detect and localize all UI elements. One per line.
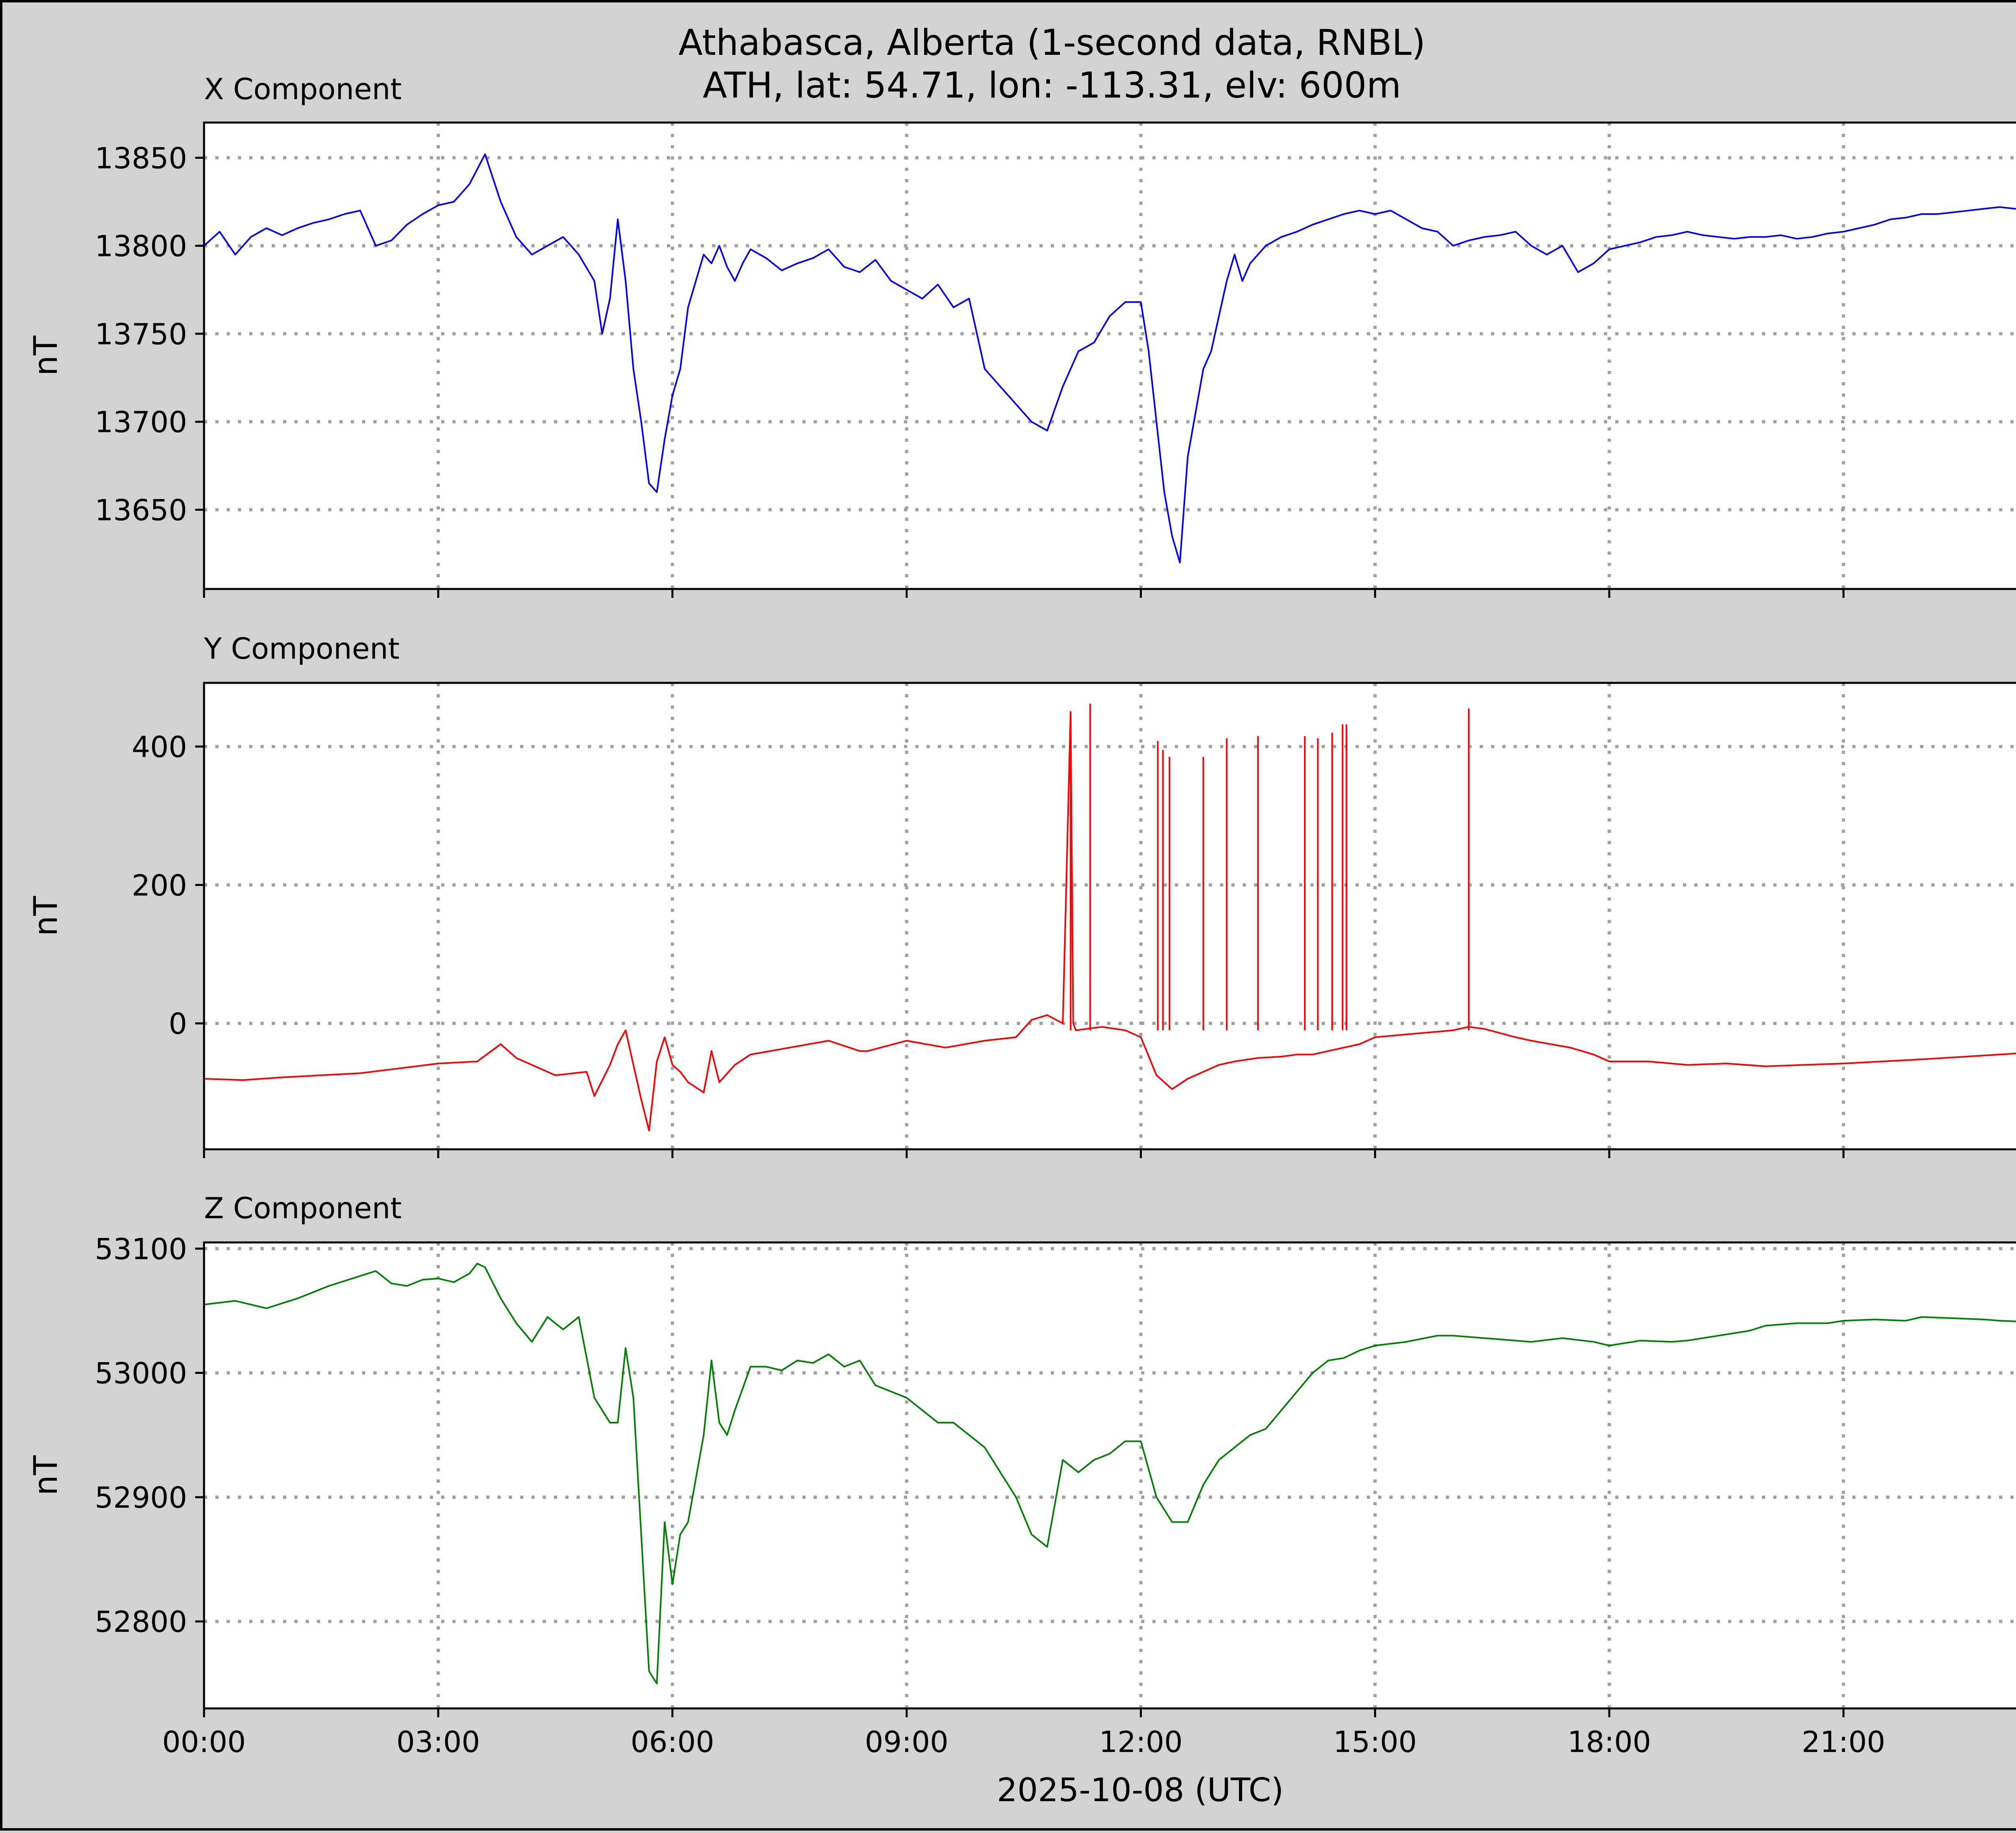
z-axes-frame (203, 1241, 2016, 1710)
z-y-tick-label: 53100 (95, 1232, 187, 1266)
x-y-tick-label: 13750 (95, 317, 187, 351)
y-y-axis-label: nT (27, 896, 65, 936)
x-tick-label: 03:00 (396, 1725, 480, 1759)
z-series-line (204, 1263, 2016, 1685)
x-component-label: X Component (204, 72, 402, 106)
y-y-tick-label: 200 (132, 868, 187, 902)
x-y-tick-label: 13650 (95, 493, 187, 527)
z-component-panel: Z Component 00:00 03:00 06:00 09:00 12:00 15:… (27, 1191, 2016, 1759)
x-tick-label: 12:00 (1099, 1725, 1183, 1759)
x-y-axis-label: nT (27, 335, 65, 376)
x-component-panel: X Component 13650 13700 13750 13800 13850 nT (27, 72, 2016, 598)
y-axes-frame (203, 682, 2016, 1151)
y-component-panel: Y Component 0 200 400 nT (27, 632, 2016, 1158)
y-series-line (204, 711, 2016, 1132)
z-component-label: Z Component (204, 1191, 402, 1225)
y-y-tick-label: 400 (132, 730, 187, 764)
y-plot-area (204, 683, 2016, 1149)
chart-title-line1: Athabasca, Alberta (1-second data, RNBL) (679, 22, 1426, 63)
z-y-tick-label: 53000 (95, 1357, 187, 1390)
x-tick-label: 06:00 (631, 1725, 714, 1759)
x-axes-frame (203, 121, 2016, 590)
x-y-tick-label: 13700 (95, 405, 187, 439)
x-tick-label: 00:00 (162, 1725, 246, 1759)
x-axis-label: 2025-10-08 (UTC) (997, 1771, 1283, 1809)
y-y-tick-label: 0 (169, 1007, 187, 1041)
z-y-tick-label: 52900 (95, 1481, 187, 1515)
x-series-line (203, 153, 2016, 564)
x-tick-label: 15:00 (1333, 1725, 1417, 1759)
x-tick-label: 09:00 (865, 1725, 949, 1759)
z-plot-area (204, 1242, 2016, 1708)
x-tick-label: 21:00 (1801, 1725, 1885, 1759)
x-tick-label: 18:00 (1568, 1725, 1652, 1759)
y-component-label: Y Component (204, 632, 400, 666)
z-y-tick-label: 52800 (95, 1605, 187, 1639)
x-y-tick-label: 13800 (95, 229, 187, 263)
z-y-axis-label: nT (27, 1455, 65, 1496)
x-y-tick-label: 13850 (95, 141, 187, 175)
chart-title-line2: ATH, lat: 54.71, lon: -113.31, elv: 600m (703, 64, 1401, 106)
x-plot-area (204, 123, 2016, 589)
